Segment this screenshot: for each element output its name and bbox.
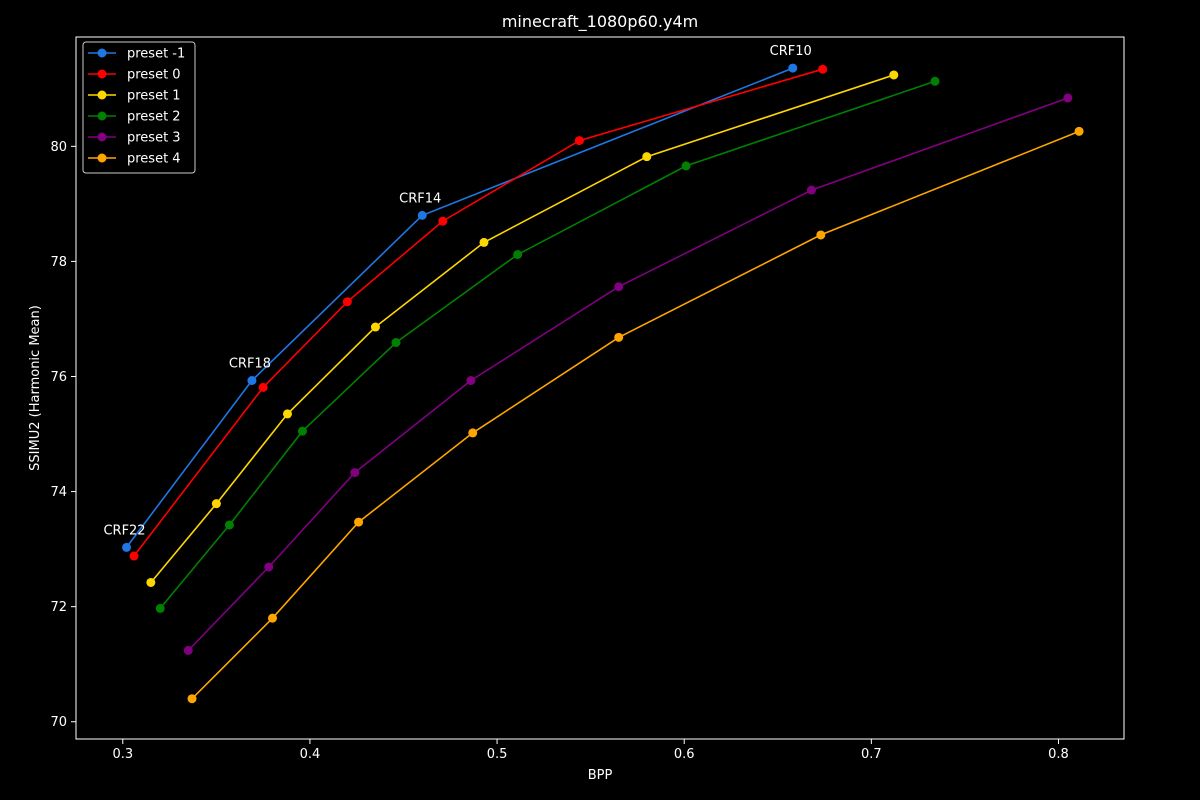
- data-point: [816, 230, 826, 240]
- legend-label: preset 4: [127, 152, 181, 167]
- y-tick-label: 72: [50, 600, 67, 615]
- legend-item: preset 4: [88, 152, 181, 167]
- y-tick-label: 78: [50, 255, 67, 270]
- data-point: [417, 210, 427, 220]
- series-layer: [122, 63, 1084, 704]
- data-point: [297, 426, 307, 436]
- data-point: [146, 577, 156, 587]
- data-point: [614, 332, 624, 342]
- x-axis-label: BPP: [588, 768, 613, 783]
- legend-label: preset 3: [127, 131, 181, 146]
- legend-label: preset 0: [127, 68, 181, 83]
- legend-marker: [97, 90, 107, 100]
- data-point: [438, 216, 448, 226]
- data-point: [930, 76, 940, 86]
- legend-label: preset 2: [127, 110, 181, 125]
- data-point: [806, 185, 816, 195]
- plot-frame: [75, 36, 1125, 740]
- legend-label: preset -1: [127, 47, 185, 62]
- series-0: [122, 63, 798, 552]
- legend-item: preset 0: [88, 68, 181, 83]
- legend-marker: [97, 48, 107, 58]
- legend-item: preset 1: [88, 89, 181, 104]
- data-point: [354, 517, 364, 527]
- data-point: [513, 250, 523, 260]
- data-point: [479, 237, 489, 247]
- data-point: [187, 694, 197, 704]
- legend-item: preset 3: [88, 131, 181, 146]
- crf-annotation: CRF18: [229, 357, 271, 372]
- data-point: [129, 551, 139, 561]
- y-tick-label: 80: [50, 140, 67, 155]
- data-point: [788, 63, 798, 73]
- data-point: [889, 70, 899, 80]
- data-point: [183, 645, 193, 655]
- legend-marker: [97, 111, 107, 121]
- y-axis: 70 72 74 76 78 80: [50, 140, 76, 730]
- series-line: [187, 97, 1069, 651]
- legend-marker: [97, 153, 107, 163]
- series-4: [183, 93, 1073, 655]
- legend-label: preset 1: [127, 89, 181, 104]
- series-line: [159, 80, 936, 609]
- data-point: [642, 152, 652, 162]
- x-tick-label: 0.5: [487, 747, 508, 762]
- y-axis-label: SSIMU2 (Harmonic Mean): [28, 305, 43, 471]
- data-point: [466, 376, 476, 386]
- data-point: [264, 562, 274, 572]
- series-line: [125, 67, 794, 548]
- data-point: [370, 322, 380, 332]
- data-point: [155, 603, 165, 613]
- chart-title: minecraft_1080p60.y4m: [502, 12, 698, 32]
- x-tick-label: 0.3: [112, 747, 133, 762]
- data-point: [350, 468, 360, 478]
- data-point: [681, 161, 691, 171]
- legend-marker: [97, 132, 107, 142]
- series-line: [191, 130, 1080, 700]
- x-axis: 0.3 0.4 0.5 0.6 0.7 0.8: [112, 739, 1069, 762]
- data-point: [211, 499, 221, 509]
- x-tick-label: 0.7: [861, 747, 882, 762]
- y-tick-label: 70: [50, 715, 67, 730]
- legend-marker: [97, 69, 107, 79]
- crf-annotation: CRF14: [399, 191, 441, 206]
- crf-annotation: CRF10: [770, 44, 812, 59]
- legend-item: preset 2: [88, 110, 181, 125]
- annotation-layer: CRF22 CRF18 CRF14 CRF10: [103, 44, 811, 538]
- data-point: [224, 520, 234, 530]
- data-point: [818, 64, 828, 74]
- data-point: [391, 338, 401, 348]
- data-point: [282, 409, 292, 419]
- series-5: [187, 126, 1084, 704]
- data-point: [122, 542, 132, 552]
- series-3: [155, 76, 940, 613]
- legend: preset -1 preset 0 preset 1 preset 2 preset …: [82, 41, 196, 174]
- data-point: [468, 428, 478, 438]
- data-point: [258, 382, 268, 392]
- series-line: [150, 74, 895, 584]
- x-tick-label: 0.4: [300, 747, 321, 762]
- y-tick-label: 74: [50, 485, 67, 500]
- crf-annotation: CRF22: [103, 523, 145, 538]
- data-point: [1074, 126, 1084, 136]
- series-line: [133, 68, 823, 557]
- data-point: [1063, 93, 1073, 103]
- data-point: [614, 282, 624, 292]
- data-point: [268, 613, 277, 623]
- data-point: [247, 376, 257, 386]
- series-2: [146, 70, 899, 587]
- x-tick-label: 0.8: [1048, 747, 1069, 762]
- data-point: [342, 297, 352, 307]
- series-1: [129, 64, 828, 561]
- y-tick-label: 76: [50, 370, 67, 385]
- data-point: [574, 136, 584, 146]
- x-tick-label: 0.6: [674, 747, 695, 762]
- legend-item: preset -1: [88, 47, 185, 62]
